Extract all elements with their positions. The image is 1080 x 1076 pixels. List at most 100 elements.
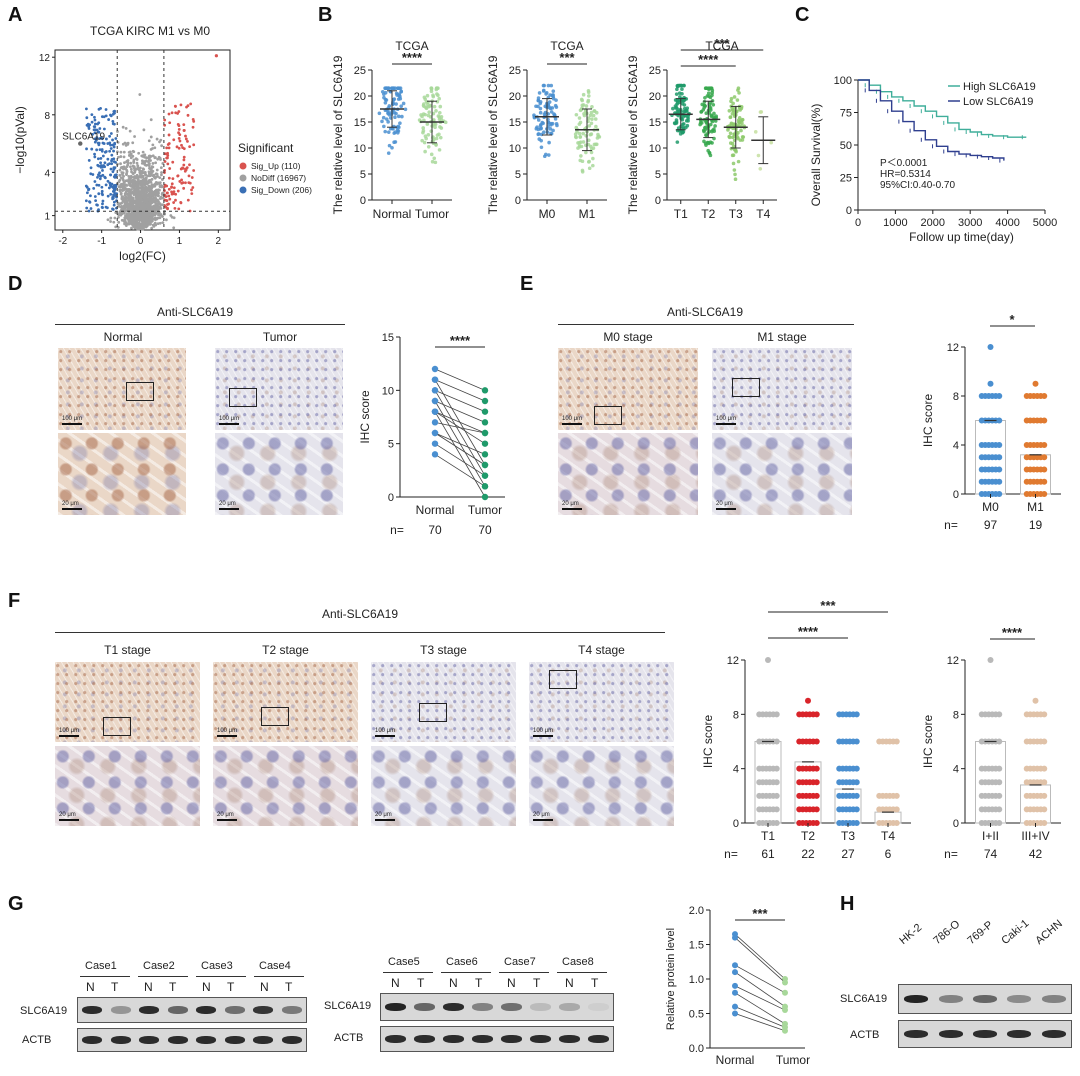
volcano-point-down [113, 111, 116, 115]
volcano-point [117, 216, 120, 219]
b-point [431, 111, 436, 116]
volcano-point [129, 165, 132, 169]
volcano-point-up [191, 186, 195, 189]
b-point [386, 120, 390, 124]
b-point [703, 125, 708, 130]
volcano-point [151, 154, 155, 158]
volcano-point [145, 214, 148, 218]
volcano-point [145, 193, 149, 197]
f-group-point [996, 806, 1003, 813]
b-point [581, 92, 586, 97]
b-point [579, 154, 583, 158]
f-t2-low-mag: 100 μm [213, 662, 358, 742]
b-point [428, 115, 433, 119]
f-t4-high-mag-scale-label: 20 μm [533, 812, 550, 818]
volcano-point-down [97, 121, 101, 125]
b-point [591, 163, 595, 168]
volcano-point [158, 176, 162, 180]
b-point [706, 91, 711, 96]
b-y-tick-label: 25 [354, 65, 366, 77]
b-point [708, 95, 713, 100]
panel-letter-f: F [8, 590, 21, 612]
f-t1-low-mag-zoom-box [103, 717, 131, 736]
volcano-point [119, 213, 122, 217]
b-y-tick-label: 25 [649, 65, 661, 77]
volcano-point [172, 226, 176, 230]
g-blot-actb-b-band [588, 1035, 609, 1043]
volcano-point [129, 202, 133, 206]
b-category-label: Tumor [415, 207, 449, 221]
panel-letter-h: H [840, 893, 855, 915]
b-point [422, 118, 426, 123]
panel-letter-c: C [795, 4, 810, 26]
volcano-point-down [111, 185, 115, 189]
g-blot-slc6a19-b-band [443, 1003, 464, 1011]
d-tumor-low-mag-zoom-box [229, 388, 257, 407]
f-header-rule [55, 632, 665, 633]
b-point [551, 128, 555, 133]
b-sig-label: **** [698, 52, 719, 67]
b-point [433, 122, 438, 126]
volcano-point [133, 135, 136, 138]
b-point [702, 139, 706, 144]
volcano-point [133, 179, 137, 183]
e-bar-ihc-plot: 0 4 8 12 M0 97 M1 19 n= IHC score * [921, 312, 1061, 532]
volcano-point-down [101, 173, 105, 177]
b-point [554, 105, 559, 109]
g-blot-slc6a19-b-band [588, 1003, 609, 1011]
volcano-point [154, 204, 158, 207]
volcano-x-tick-label: -1 [97, 236, 106, 247]
volcano-point-down [101, 169, 104, 172]
f-col-t1: T1 stage [104, 643, 151, 657]
volcano-point-down [85, 191, 89, 195]
c-y-tick-label: 100 [834, 75, 852, 87]
volcano-point-down [97, 192, 101, 196]
b-point [582, 111, 586, 116]
d-tumor-high-mag-scale-bar [219, 508, 239, 510]
f-t2-low-mag-zoom-box [261, 707, 289, 726]
volcano-point-up [167, 146, 171, 150]
h-blot-actb-band [972, 1030, 998, 1038]
volcano-point-up [176, 112, 180, 115]
b-point [700, 102, 705, 107]
b-point [589, 121, 594, 126]
volcano-point [145, 182, 149, 186]
b-point [434, 143, 438, 147]
g-lane-t: T [227, 980, 235, 994]
volcano-point [121, 125, 125, 129]
volcano-point-up [190, 188, 193, 192]
volcano-point-down [93, 131, 97, 135]
volcano-point-up [185, 105, 188, 109]
e-m0-high-mag-scale-label: 20 μm [562, 501, 579, 507]
f-sig-label: *** [820, 600, 836, 613]
e-m0-low-mag-scale-label: 100 μm [562, 416, 583, 422]
f-tstage-point [813, 765, 820, 772]
volcano-point [130, 226, 133, 230]
b-point [588, 144, 593, 149]
b-point [759, 110, 764, 114]
b-sig-label: *** [714, 36, 730, 51]
volcano-point [135, 189, 138, 193]
b-point [706, 86, 711, 90]
volcano-point [151, 223, 155, 227]
f-group-bar [1020, 784, 1051, 824]
b-point [580, 106, 584, 111]
c-legend-label: Low SLC6A19 [963, 96, 1033, 108]
f-tstage-point [853, 792, 860, 799]
b-point [586, 100, 590, 104]
volcano-point-down [95, 148, 99, 152]
volcano-point [122, 197, 126, 201]
g-blot-slc6a19-b-band [530, 1003, 551, 1011]
g-y-tick-label: 2.0 [689, 905, 704, 917]
volcano-point [126, 159, 130, 162]
volcano-point [150, 177, 154, 181]
b-ylabel: The relative level of SLC6A19 [331, 55, 345, 214]
b-category-label: T4 [756, 207, 770, 221]
volcano-point [121, 182, 125, 186]
volcano-point-down [103, 165, 107, 169]
b-point [734, 149, 738, 154]
b-point [549, 110, 554, 114]
volcano-point [144, 173, 147, 176]
volcano-point-down [89, 207, 93, 210]
b-point [702, 129, 706, 134]
